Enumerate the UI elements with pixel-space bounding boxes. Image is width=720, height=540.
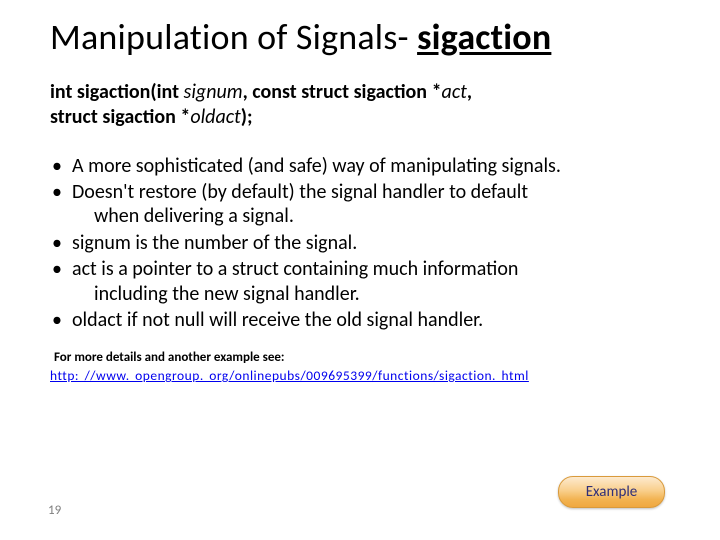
list-item-subtext: including the new signal handler. — [72, 282, 680, 306]
title-pre: Manipulation of Signals- — [50, 15, 417, 59]
signature-line-2: struct sigaction *oldact); — [50, 105, 680, 130]
list-item-text: oldact if not null will receive the old … — [72, 308, 483, 332]
slide-title: Manipulation of Signals- sigaction — [50, 18, 680, 58]
details-note: For more details and another example see… — [54, 350, 680, 367]
list-item: Doesn't restore (by default) the signal … — [50, 180, 680, 229]
list-item-text: Doesn't restore (by default) the signal … — [72, 180, 528, 204]
sig-fragment: , const struct sigaction * — [243, 80, 442, 104]
bullet-list: A more sophisticated (and safe) way of m… — [50, 154, 680, 333]
example-button-label: Example — [586, 483, 638, 501]
reference-link[interactable]: http: //www. opengroup. org/onlinepubs/0… — [50, 367, 529, 384]
list-item-text: A more sophisticated (and safe) way of m… — [72, 154, 561, 178]
sig-fragment: oldact — [190, 105, 240, 129]
sig-fragment: act — [442, 80, 467, 104]
sig-fragment: , — [467, 80, 472, 104]
sig-fragment: struct sigaction * — [50, 105, 190, 129]
sig-fragment: int sigaction(int — [50, 80, 184, 104]
title-keyword: sigaction — [417, 15, 551, 59]
list-item-text: act is a pointer to a struct containing … — [72, 257, 518, 281]
sig-fragment: ); — [241, 105, 253, 129]
list-item-text: signum is the number of the signal. — [72, 231, 357, 255]
list-item-subtext: when delivering a signal. — [72, 204, 680, 228]
list-item: signum is the number of the signal. — [50, 231, 680, 255]
sig-fragment: signum — [184, 80, 243, 104]
list-item: A more sophisticated (and safe) way of m… — [50, 154, 680, 178]
slide: Manipulation of Signals- sigaction int s… — [0, 0, 720, 540]
page-number: 19 — [48, 503, 61, 518]
signature-line-1: int sigaction(int signum, const struct s… — [50, 80, 680, 105]
list-item: act is a pointer to a struct containing … — [50, 257, 680, 306]
list-item: oldact if not null will receive the old … — [50, 308, 680, 332]
reference-link-container: http: //www. opengroup. org/onlinepubs/0… — [50, 367, 680, 385]
function-signature: int sigaction(int signum, const struct s… — [50, 80, 680, 130]
example-button[interactable]: Example — [558, 476, 665, 508]
